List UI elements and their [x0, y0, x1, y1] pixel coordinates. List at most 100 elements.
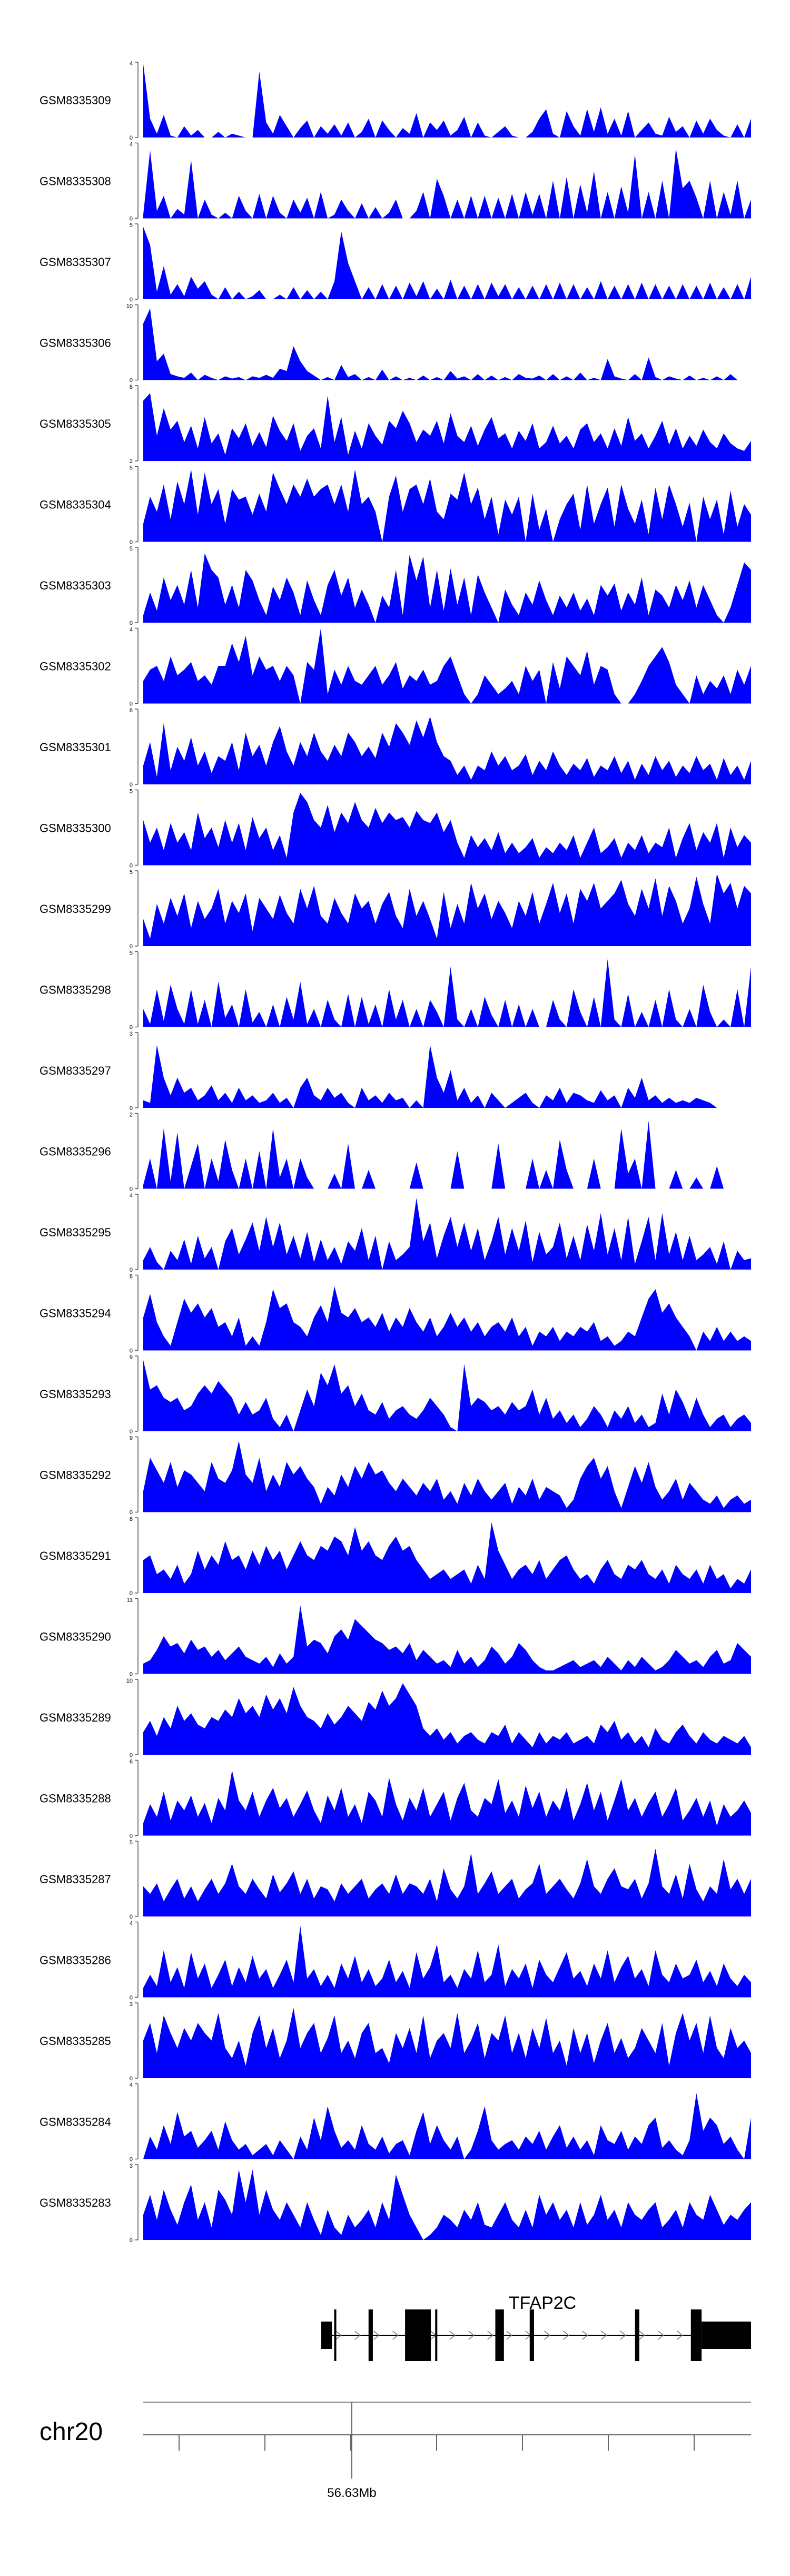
track-GSM8335293: GSM8335293 9 0: [39, 1354, 751, 1435]
y-max-label: 8: [130, 384, 133, 390]
coverage-area: [143, 873, 751, 946]
track-label: GSM8335309: [39, 94, 111, 107]
coverage-area: [143, 1522, 751, 1593]
y-min-label: 0: [130, 782, 133, 788]
track-label: GSM8335292: [39, 1469, 111, 1482]
y-max-label: 5: [130, 869, 133, 876]
y-max-label: 10: [126, 1678, 133, 1684]
y-min-label: 0: [130, 216, 133, 222]
track-label: GSM8335300: [39, 822, 111, 835]
strand-arrow-icon: [468, 2331, 475, 2340]
strand-arrow-icon: [449, 2331, 456, 2340]
coverage-area: [143, 716, 751, 784]
coverage-area: [143, 469, 751, 542]
track-GSM8335296: GSM8335296 2 0: [39, 1112, 751, 1193]
y-max-label: 10: [126, 303, 133, 310]
track-GSM8335284: GSM8335284 4 0: [39, 2082, 751, 2163]
track-label: GSM8335297: [39, 1064, 111, 1077]
track-GSM8335298: GSM8335298 5 0: [39, 950, 751, 1031]
y-max-label: 5: [130, 465, 133, 471]
coverage-area: [143, 1198, 751, 1270]
track-label: GSM8335283: [39, 2196, 111, 2209]
coverage-area: [143, 1683, 751, 1755]
track-GSM8335292: GSM8335292 9 0: [39, 1436, 751, 1516]
y-min-label: 0: [130, 1025, 133, 1031]
track-label: GSM8335305: [39, 417, 111, 430]
strand-arrow-icon: [506, 2331, 512, 2340]
y-min-label: 0: [130, 2076, 133, 2082]
y-max-label: 4: [130, 1921, 133, 1927]
track-label: GSM8335298: [39, 984, 111, 997]
track-GSM8335301: GSM8335301 8 0: [39, 707, 751, 788]
coverage-area: [143, 2008, 751, 2078]
y-min-label: 0: [130, 1833, 133, 1840]
y-min-label: 2: [130, 458, 133, 465]
strand-arrow-icon: [677, 2331, 683, 2340]
coverage-area: [143, 64, 751, 137]
track-GSM8335286: GSM8335286 4 0: [39, 1921, 751, 2001]
strand-arrow-icon: [639, 2331, 645, 2340]
y-max-label: 4: [130, 2082, 133, 2089]
y-max-label: 9: [130, 1354, 133, 1361]
strand-arrow-icon: [354, 2331, 361, 2340]
track-label: GSM8335289: [39, 1711, 111, 1724]
y-max-label: 5: [130, 546, 133, 552]
y-max-label: 3: [130, 2001, 133, 2008]
chromosome-label: chr20: [39, 2418, 103, 2446]
track-GSM8335294: GSM8335294 8 0: [39, 1274, 751, 1354]
y-min-label: 0: [130, 701, 133, 707]
y-min-label: 0: [130, 1914, 133, 1920]
y-max-label: 8: [130, 1516, 133, 1522]
exon-cds: [435, 2309, 438, 2361]
coverage-area: [143, 1120, 751, 1189]
y-max-label: 4: [130, 1193, 133, 1199]
track-GSM8335289: GSM8335289 10 0: [39, 1678, 751, 1758]
track-label: GSM8335308: [39, 175, 111, 188]
track-label: GSM8335287: [39, 1873, 111, 1886]
track-label: GSM8335288: [39, 1792, 111, 1805]
track-GSM8335283: GSM8335283 3 0: [39, 2163, 751, 2244]
coverage-area: [143, 628, 751, 704]
coverage-area: [143, 2093, 751, 2159]
y-min-label: 0: [130, 297, 133, 303]
y-max-label: 4: [130, 142, 133, 148]
y-min-label: 0: [130, 943, 133, 950]
coverage-area: [143, 149, 751, 219]
coverage-area: [143, 1360, 751, 1431]
strand-arrow-icon: [392, 2331, 399, 2340]
coverage-area: [143, 793, 751, 866]
coverage-area: [143, 393, 751, 461]
y-max-label: 11: [127, 1597, 133, 1604]
track-panel: GSM833530940GSM833530840GSM833530750GSM8…: [39, 61, 751, 2244]
track-GSM8335302: GSM8335302 4 0: [39, 627, 751, 707]
track-label: GSM8335295: [39, 1226, 111, 1239]
coverage-area: [143, 1045, 751, 1108]
strand-arrow-icon: [544, 2331, 550, 2340]
y-min-label: 0: [130, 2157, 133, 2163]
y-max-label: 3: [130, 1031, 133, 1037]
coverage-area: [143, 1770, 751, 1836]
y-min-label: 0: [130, 1995, 133, 2001]
track-label: GSM8335294: [39, 1307, 111, 1320]
exon-cds: [690, 2309, 702, 2361]
y-min-label: 0: [130, 378, 133, 384]
y-min-label: 0: [130, 1105, 133, 1112]
track-label: GSM8335303: [39, 579, 111, 592]
track-GSM8335285: GSM8335285 3 0: [39, 2001, 751, 2082]
y-min-label: 0: [130, 135, 133, 141]
track-label: GSM8335290: [39, 1630, 111, 1644]
track-label: GSM8335284: [39, 2116, 111, 2129]
coverage-area: [143, 1441, 751, 1512]
strand-arrow-icon: [487, 2331, 493, 2340]
track-GSM8335309: GSM8335309 4 0: [39, 61, 751, 141]
coverage-area: [143, 308, 751, 380]
strand-arrow-icon: [620, 2331, 626, 2340]
track-GSM8335287: GSM8335287 5 0: [39, 1840, 751, 1920]
y-max-label: 4: [130, 627, 133, 633]
y-min-label: 0: [130, 863, 133, 869]
y-max-label: 4: [130, 61, 133, 67]
track-GSM8335303: GSM8335303 5 0: [39, 546, 751, 626]
genome-axis: chr20 56.63Mb: [39, 2402, 751, 2500]
gene-name-label: TFAP2C: [509, 2293, 576, 2313]
track-label: GSM8335306: [39, 337, 111, 350]
